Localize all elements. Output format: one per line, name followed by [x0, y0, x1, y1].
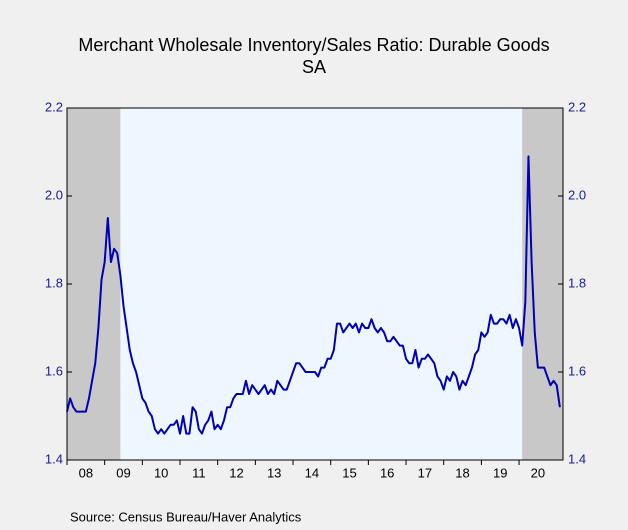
y-tick-label: 2.0 — [45, 187, 63, 202]
chart-subtitle: SA — [302, 57, 326, 77]
series-line — [66, 155, 561, 435]
x-tick-label: 08 — [79, 465, 93, 480]
y-tick-label: 1.8 — [45, 275, 63, 290]
y2-tick-label: 1.6 — [568, 363, 586, 378]
x-tick-label: 15 — [342, 465, 356, 480]
x-tick-label: 11 — [192, 465, 206, 480]
x-tick-label: 14 — [305, 465, 319, 480]
plot-area — [67, 108, 563, 460]
y2-tick-label: 2.0 — [568, 187, 586, 202]
chart-title: Merchant Wholesale Inventory/Sales Ratio… — [78, 35, 549, 55]
x-tick-label: 19 — [493, 465, 507, 480]
y-tick-label: 1.4 — [45, 451, 63, 466]
y2-tick-label: 2.2 — [568, 99, 586, 114]
x-tick-label: 10 — [154, 465, 168, 480]
x-tick-label: 13 — [267, 465, 281, 480]
y2-tick-label: 1.8 — [568, 275, 586, 290]
recession-band — [67, 108, 121, 460]
y-tick-label: 2.2 — [45, 99, 63, 114]
y2-tick-label: 1.4 — [568, 451, 586, 466]
x-tick-label: 18 — [455, 465, 469, 480]
y-tick-label: 1.6 — [45, 363, 63, 378]
x-tick-label: 20 — [531, 465, 545, 480]
x-tick-label: 09 — [116, 465, 130, 480]
source-note: Source: Census Bureau/Haver Analytics — [70, 509, 302, 524]
plot-frame — [66, 107, 564, 461]
x-tick-label: 12 — [229, 465, 243, 480]
x-tick-label: 16 — [380, 465, 394, 480]
x-tick-label: 17 — [418, 465, 432, 480]
